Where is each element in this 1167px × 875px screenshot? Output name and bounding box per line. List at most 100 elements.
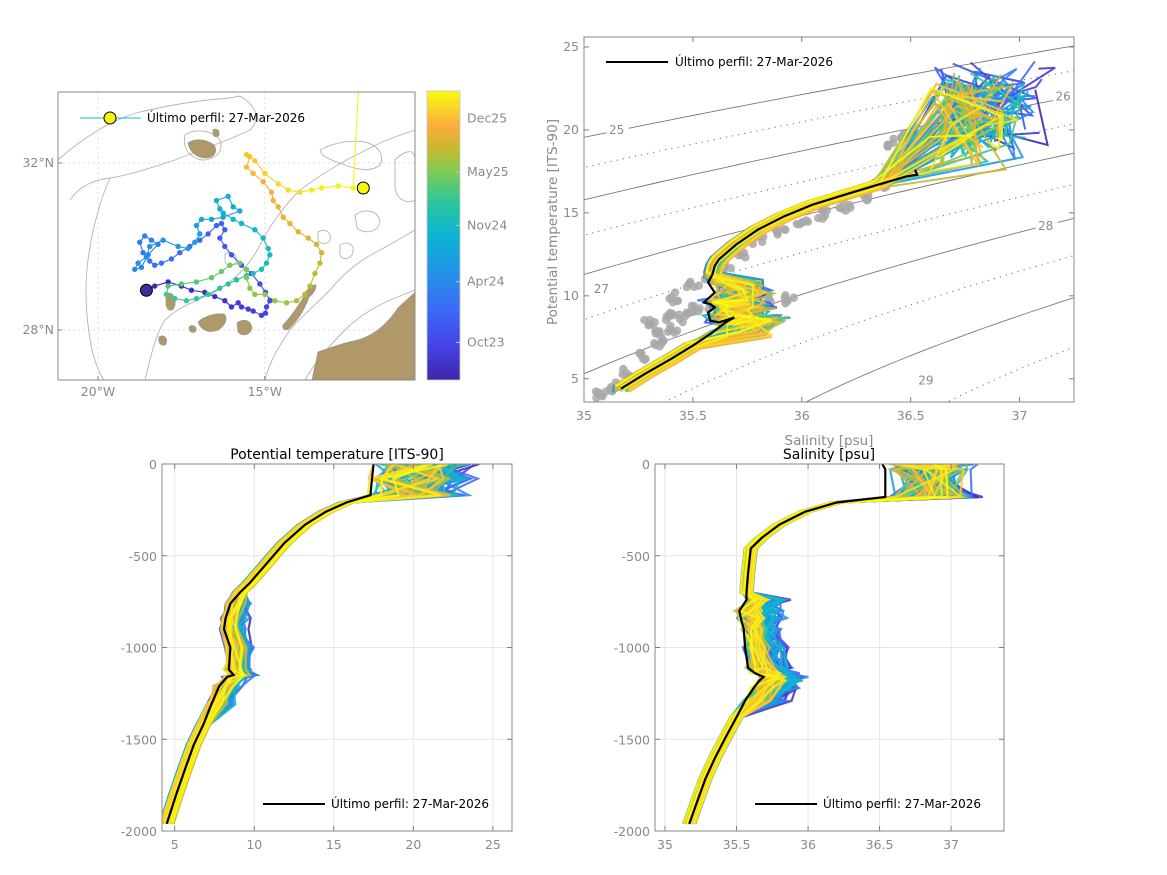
track-start-marker (139, 283, 153, 297)
track-point (350, 185, 356, 191)
track-point (245, 306, 251, 312)
track-point (230, 216, 236, 223)
track-point (285, 187, 291, 193)
ts-profile-line (614, 134, 976, 388)
track-point (143, 254, 150, 260)
map-tick-labels: 20°W 15°W 28°N 32°N (22, 155, 282, 399)
track-segment (352, 92, 359, 189)
tp-tick-labels: 5 10 15 20 25 0 -500 -1000 -1500 -2000 (121, 457, 512, 852)
island-fuerteventura (282, 293, 310, 331)
salinity-profile-title: Salinity [psu] (783, 447, 875, 463)
track-point (275, 204, 281, 210)
historical-point (640, 315, 649, 325)
track-point (177, 249, 183, 256)
track-point (178, 281, 185, 287)
track-point (193, 295, 200, 302)
track-point (152, 283, 158, 289)
map-legend[interactable]: Último perfil: 27-Mar-2026 (80, 110, 305, 125)
historical-point (797, 218, 807, 227)
track-point (258, 266, 265, 273)
sp-profile-line (693, 464, 957, 825)
historical-point (670, 328, 679, 337)
tp-grid (162, 463, 512, 832)
tp-profile-line (171, 464, 433, 825)
historical-point (818, 206, 828, 216)
track-point (318, 249, 325, 256)
track-point (270, 197, 276, 204)
tp-tick-label-y: -2000 (121, 824, 157, 839)
track-segment (162, 239, 179, 247)
tp-profile-line (162, 464, 441, 824)
track-point (262, 310, 269, 316)
track-point (250, 308, 256, 314)
track-point (222, 227, 228, 233)
colorbar-gradient (426, 90, 461, 381)
track-point (205, 291, 211, 298)
isopycnal-solid (805, 297, 1074, 402)
ts-tick-label-x: 37 (1012, 408, 1028, 423)
track-point (361, 0, 366, 3)
sp-tick-label-y: -2000 (614, 824, 650, 839)
track-point (265, 245, 271, 252)
track-point (155, 241, 161, 248)
map-tick-label-x: 15°W (248, 384, 283, 399)
track-point (192, 239, 198, 245)
track-point (283, 300, 290, 306)
track-point (160, 237, 166, 243)
track-point (262, 170, 268, 177)
track-point (132, 266, 138, 273)
track-point (222, 243, 228, 250)
track-point (293, 297, 300, 304)
track-point (252, 291, 258, 298)
historical-point (689, 282, 699, 292)
historical-point (650, 318, 659, 327)
float-trajectory (132, 0, 370, 319)
track-point (217, 235, 223, 241)
track-point (250, 170, 256, 177)
tp-legend[interactable]: Último perfil: 27-Mar-2026 (263, 796, 489, 811)
isopycnal-solid (584, 217, 1074, 375)
track-point (222, 297, 228, 304)
track-point (250, 270, 256, 277)
map-tick-label-y: 32°N (22, 155, 54, 170)
track-point (305, 235, 311, 241)
island-gran-canaria (236, 319, 253, 336)
ts-tick-label-y: 20 (563, 122, 579, 137)
track-point (272, 297, 278, 304)
track-point (228, 304, 235, 310)
track-point (165, 279, 171, 285)
colorbar-tick-label: Dec25 (467, 110, 507, 125)
tp-last-profile-line (165, 464, 375, 825)
sp-tick-label-x: 35 (657, 837, 673, 852)
isopycnal-label: 25 (609, 123, 624, 137)
isopycnal-dotted (663, 255, 1074, 402)
isopycnal-solid (584, 45, 1074, 138)
sp-tick-label-y: -1000 (614, 641, 650, 656)
tp-tick-label-x: 20 (405, 837, 421, 852)
sp-legend[interactable]: Último perfil: 27-Mar-2026 (755, 796, 981, 811)
track-end-marker (356, 181, 370, 195)
track-point (252, 158, 258, 164)
map-tick-label-y: 28°N (22, 322, 54, 337)
map-legend-label: Último perfil: 27-Mar-2026 (147, 110, 305, 125)
map-panel: 20°W 15°W 28°N 32°N Último perfil: 27-Mar-2… (22, 0, 509, 399)
ts-profile-line (620, 86, 1004, 393)
temperature-profile-panel: Potential temperature [ITS-90] 5 10 15 20 25… (121, 447, 513, 852)
track-point (263, 304, 270, 310)
historical-point (601, 387, 611, 396)
ts-legend[interactable]: Último perfil: 27-Mar-2026 (606, 54, 833, 69)
track-point (297, 189, 303, 195)
track-point (238, 304, 245, 310)
historical-point (668, 298, 678, 307)
sp-tick-label-x: 35.5 (723, 837, 751, 852)
isopycnal-dotted (584, 183, 1074, 321)
track-point (227, 262, 233, 268)
track-point (218, 268, 225, 275)
track-point (318, 185, 325, 191)
colorbar-tick-label: Apr24 (467, 274, 505, 289)
historical-point (667, 309, 676, 318)
track-point (188, 287, 195, 293)
track-point (247, 285, 253, 291)
track-point (198, 216, 205, 223)
sp-tick-labels: 35 35.5 36 36.5 37 0 -500 -1000 -1500 -2000 (614, 457, 1004, 852)
